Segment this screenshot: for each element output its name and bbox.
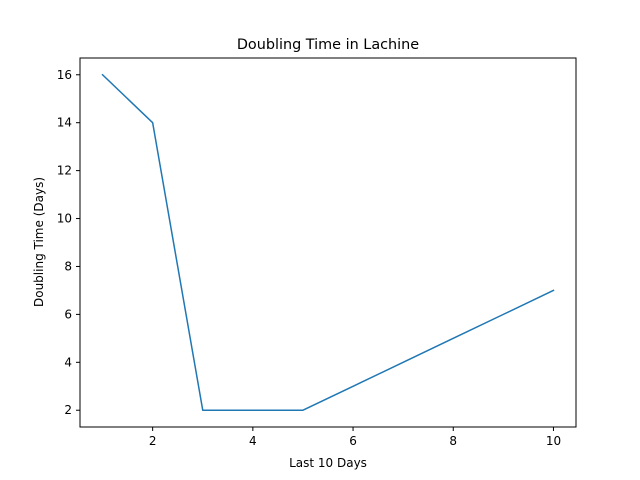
y-tick-label: 10 [57, 212, 72, 226]
y-tick-label: 2 [64, 403, 72, 417]
chart-title: Doubling Time in Lachine [237, 37, 419, 53]
y-tick-label: 14 [57, 116, 72, 130]
y-axis-label: Doubling Time (Days) [32, 177, 46, 307]
x-tick-label: 8 [449, 434, 457, 448]
x-tick-label: 10 [546, 434, 561, 448]
x-tick-label: 2 [149, 434, 157, 448]
x-tick-label: 6 [349, 434, 357, 448]
x-axis-label: Last 10 Days [289, 456, 367, 470]
plot-area [101, 73, 555, 411]
y-tick-label: 6 [64, 307, 72, 321]
x-tick-label: 4 [249, 434, 257, 448]
y-tick-label: 4 [64, 355, 72, 369]
y-axis: 2 4 6 8 10 12 14 16 [57, 68, 80, 417]
series-line-1 [101, 73, 555, 411]
x-axis: 2 4 6 8 10 [149, 427, 561, 448]
y-tick-label: 12 [57, 164, 72, 178]
y-tick-label: 16 [57, 68, 72, 82]
y-tick-label: 8 [64, 259, 72, 273]
axes-frame [79, 57, 577, 428]
